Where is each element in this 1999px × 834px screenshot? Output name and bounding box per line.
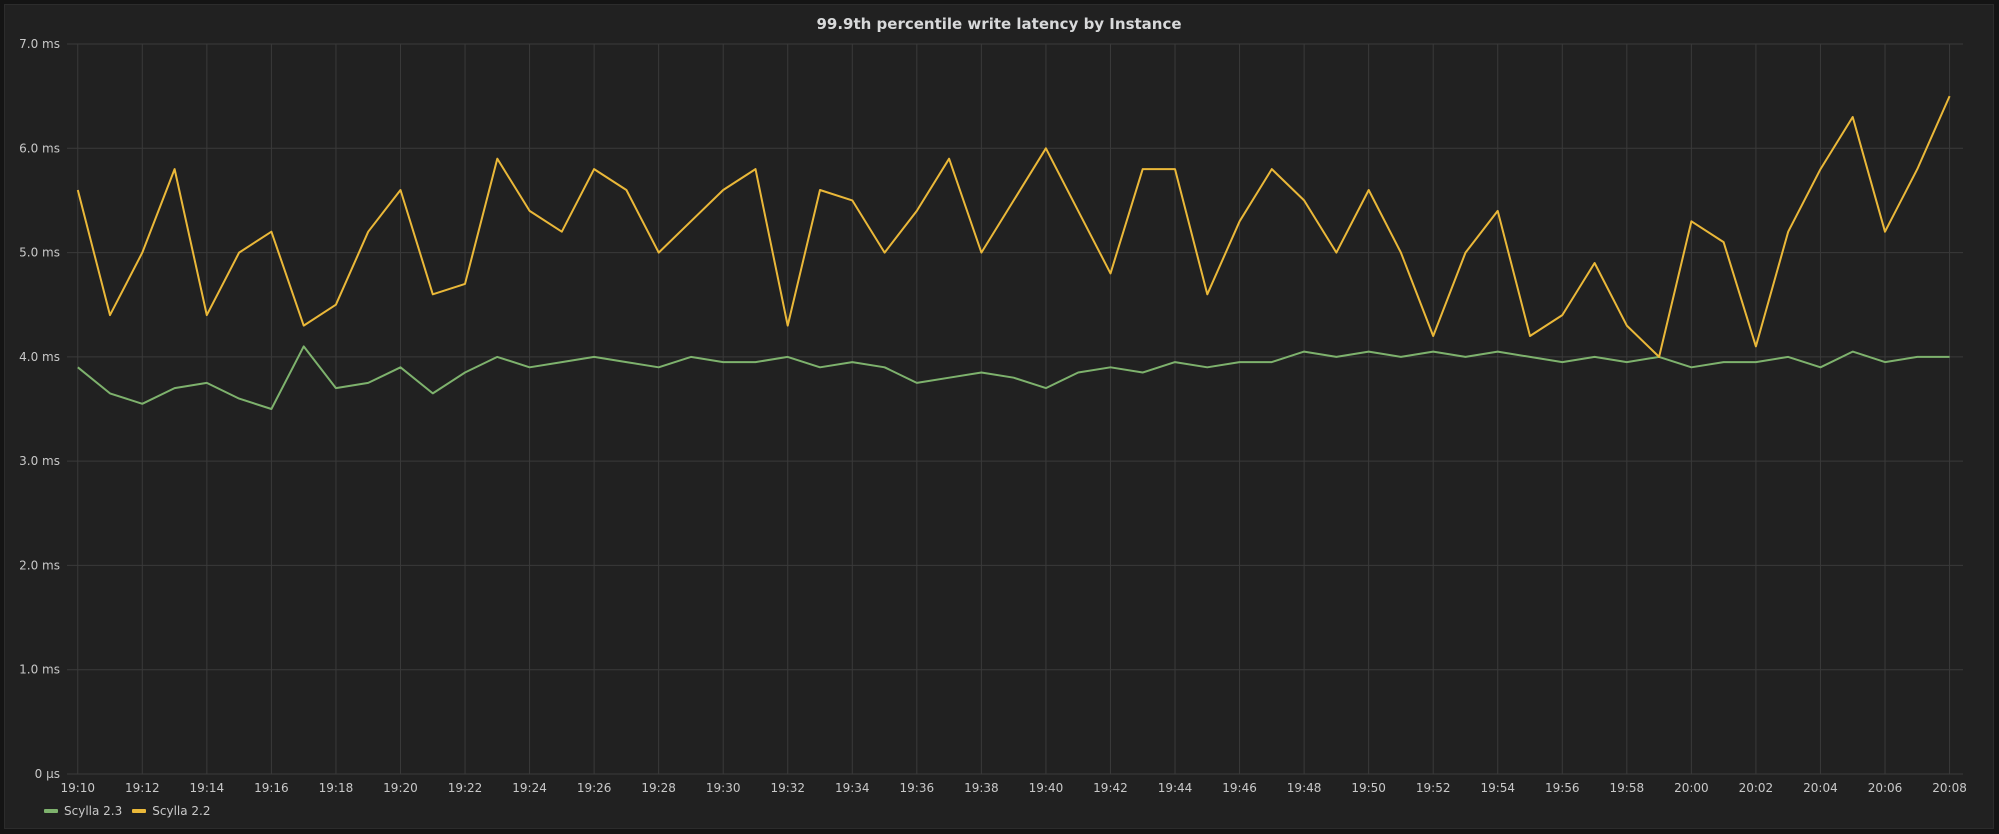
- legend-label-series-0: Scylla 2.3: [64, 804, 123, 818]
- x-tick-label: 19:24: [512, 781, 547, 795]
- x-tick-label: 20:00: [1674, 781, 1709, 795]
- x-tick-label: 19:44: [1158, 781, 1193, 795]
- x-tick-label: 19:42: [1093, 781, 1128, 795]
- x-tick-label: 19:34: [835, 781, 870, 795]
- x-tick-label: 20:08: [1932, 781, 1967, 795]
- x-tick-label: 19:52: [1416, 781, 1451, 795]
- x-tick-label: 20:06: [1868, 781, 1903, 795]
- x-tick-label: 19:18: [319, 781, 354, 795]
- x-tick-label: 19:50: [1351, 781, 1386, 795]
- legend-item-series-0[interactable]: Scylla 2.3: [44, 804, 122, 818]
- y-tick-label: 6.0 ms: [19, 141, 60, 155]
- x-tick-label: 19:36: [900, 781, 935, 795]
- legend-label-series-1: Scylla 2.2: [152, 804, 211, 818]
- y-tick-label: 0 µs: [35, 767, 60, 781]
- x-tick-label: 19:20: [383, 781, 418, 795]
- x-tick-label: 19:48: [1287, 781, 1322, 795]
- x-tick-label: 19:28: [641, 781, 676, 795]
- chart-legend: Scylla 2.3 Scylla 2.2: [44, 804, 211, 818]
- chart-title: 99.9th percentile write latency by Insta…: [816, 15, 1182, 33]
- x-tick-label: 19:26: [577, 781, 612, 795]
- y-tick-label: 1.0 ms: [19, 663, 60, 677]
- x-tick-label: 19:56: [1545, 781, 1580, 795]
- x-tick-label: 19:22: [448, 781, 483, 795]
- x-tick-label: 20:04: [1803, 781, 1838, 795]
- x-tick-label: 19:14: [190, 781, 225, 795]
- y-tick-label: 2.0 ms: [19, 558, 60, 572]
- x-tick-label: 19:38: [964, 781, 999, 795]
- x-tick-label: 19:10: [60, 781, 95, 795]
- x-tick-label: 19:30: [706, 781, 741, 795]
- series-line-0: [77, 345, 1950, 410]
- legend-item-series-1[interactable]: Scylla 2.2: [132, 804, 211, 818]
- x-tick-label: 19:32: [770, 781, 805, 795]
- y-tick-label: 3.0 ms: [19, 454, 60, 468]
- x-tick-label: 19:58: [1610, 781, 1645, 795]
- x-tick-label: 19:16: [254, 781, 289, 795]
- x-tick-label: 19:46: [1222, 781, 1257, 795]
- x-tick-label: 19:12: [125, 781, 160, 795]
- x-tick-label: 20:02: [1739, 781, 1774, 795]
- legend-swatch-series-0: [44, 809, 58, 813]
- legend-swatch-series-1: [132, 809, 147, 813]
- series-line-1: [76, 95, 1951, 358]
- y-tick-label: 5.0 ms: [19, 246, 60, 260]
- x-tick-label: 19:40: [1029, 781, 1064, 795]
- y-tick-label: 4.0 ms: [19, 350, 60, 364]
- y-tick-label: 7.0 ms: [19, 37, 60, 51]
- x-tick-label: 19:54: [1480, 781, 1515, 795]
